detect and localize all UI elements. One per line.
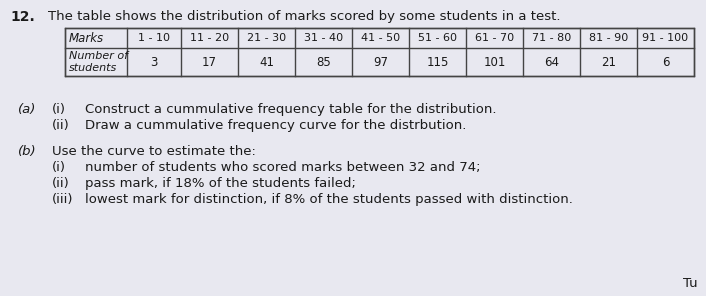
FancyBboxPatch shape — [65, 28, 694, 76]
Text: 41: 41 — [259, 56, 274, 68]
Text: Tu: Tu — [683, 277, 698, 290]
Text: The table shows the distribution of marks scored by some students in a test.: The table shows the distribution of mark… — [48, 10, 561, 23]
Text: (i): (i) — [52, 103, 66, 116]
Text: 3: 3 — [150, 56, 157, 68]
Text: 1 - 10: 1 - 10 — [138, 33, 170, 43]
Text: 17: 17 — [202, 56, 217, 68]
Text: 21 - 30: 21 - 30 — [247, 33, 286, 43]
Text: 81 - 90: 81 - 90 — [589, 33, 628, 43]
Text: pass mark, if 18% of the students failed;: pass mark, if 18% of the students failed… — [85, 177, 356, 190]
Text: 101: 101 — [484, 56, 505, 68]
Text: 12.: 12. — [10, 10, 35, 24]
Text: (i): (i) — [52, 161, 66, 174]
Text: 11 - 20: 11 - 20 — [190, 33, 229, 43]
Text: lowest mark for distinction, if 8% of the students passed with distinction.: lowest mark for distinction, if 8% of th… — [85, 193, 573, 206]
Text: Number of
students: Number of students — [69, 51, 128, 73]
Text: 91 - 100: 91 - 100 — [642, 33, 688, 43]
Text: (ii): (ii) — [52, 119, 70, 132]
Text: Construct a cummulative frequency table for the distribution.: Construct a cummulative frequency table … — [85, 103, 496, 116]
Text: 61 - 70: 61 - 70 — [475, 33, 514, 43]
Text: number of students who scored marks between 32 and 74;: number of students who scored marks betw… — [85, 161, 481, 174]
Text: 71 - 80: 71 - 80 — [532, 33, 571, 43]
Text: 64: 64 — [544, 56, 559, 68]
Text: Use the curve to estimate the:: Use the curve to estimate the: — [52, 145, 256, 158]
Text: 6: 6 — [662, 56, 669, 68]
Text: (ii): (ii) — [52, 177, 70, 190]
Text: Draw a cummulative frequency curve for the distrbution.: Draw a cummulative frequency curve for t… — [85, 119, 467, 132]
Text: 51 - 60: 51 - 60 — [418, 33, 457, 43]
Text: Marks: Marks — [69, 31, 104, 44]
Text: 115: 115 — [426, 56, 449, 68]
Text: (b): (b) — [18, 145, 37, 158]
Text: 85: 85 — [316, 56, 331, 68]
Text: 21: 21 — [601, 56, 616, 68]
Text: (iii): (iii) — [52, 193, 73, 206]
Text: 97: 97 — [373, 56, 388, 68]
Text: 41 - 50: 41 - 50 — [361, 33, 400, 43]
Text: (a): (a) — [18, 103, 37, 116]
Text: 31 - 40: 31 - 40 — [304, 33, 343, 43]
